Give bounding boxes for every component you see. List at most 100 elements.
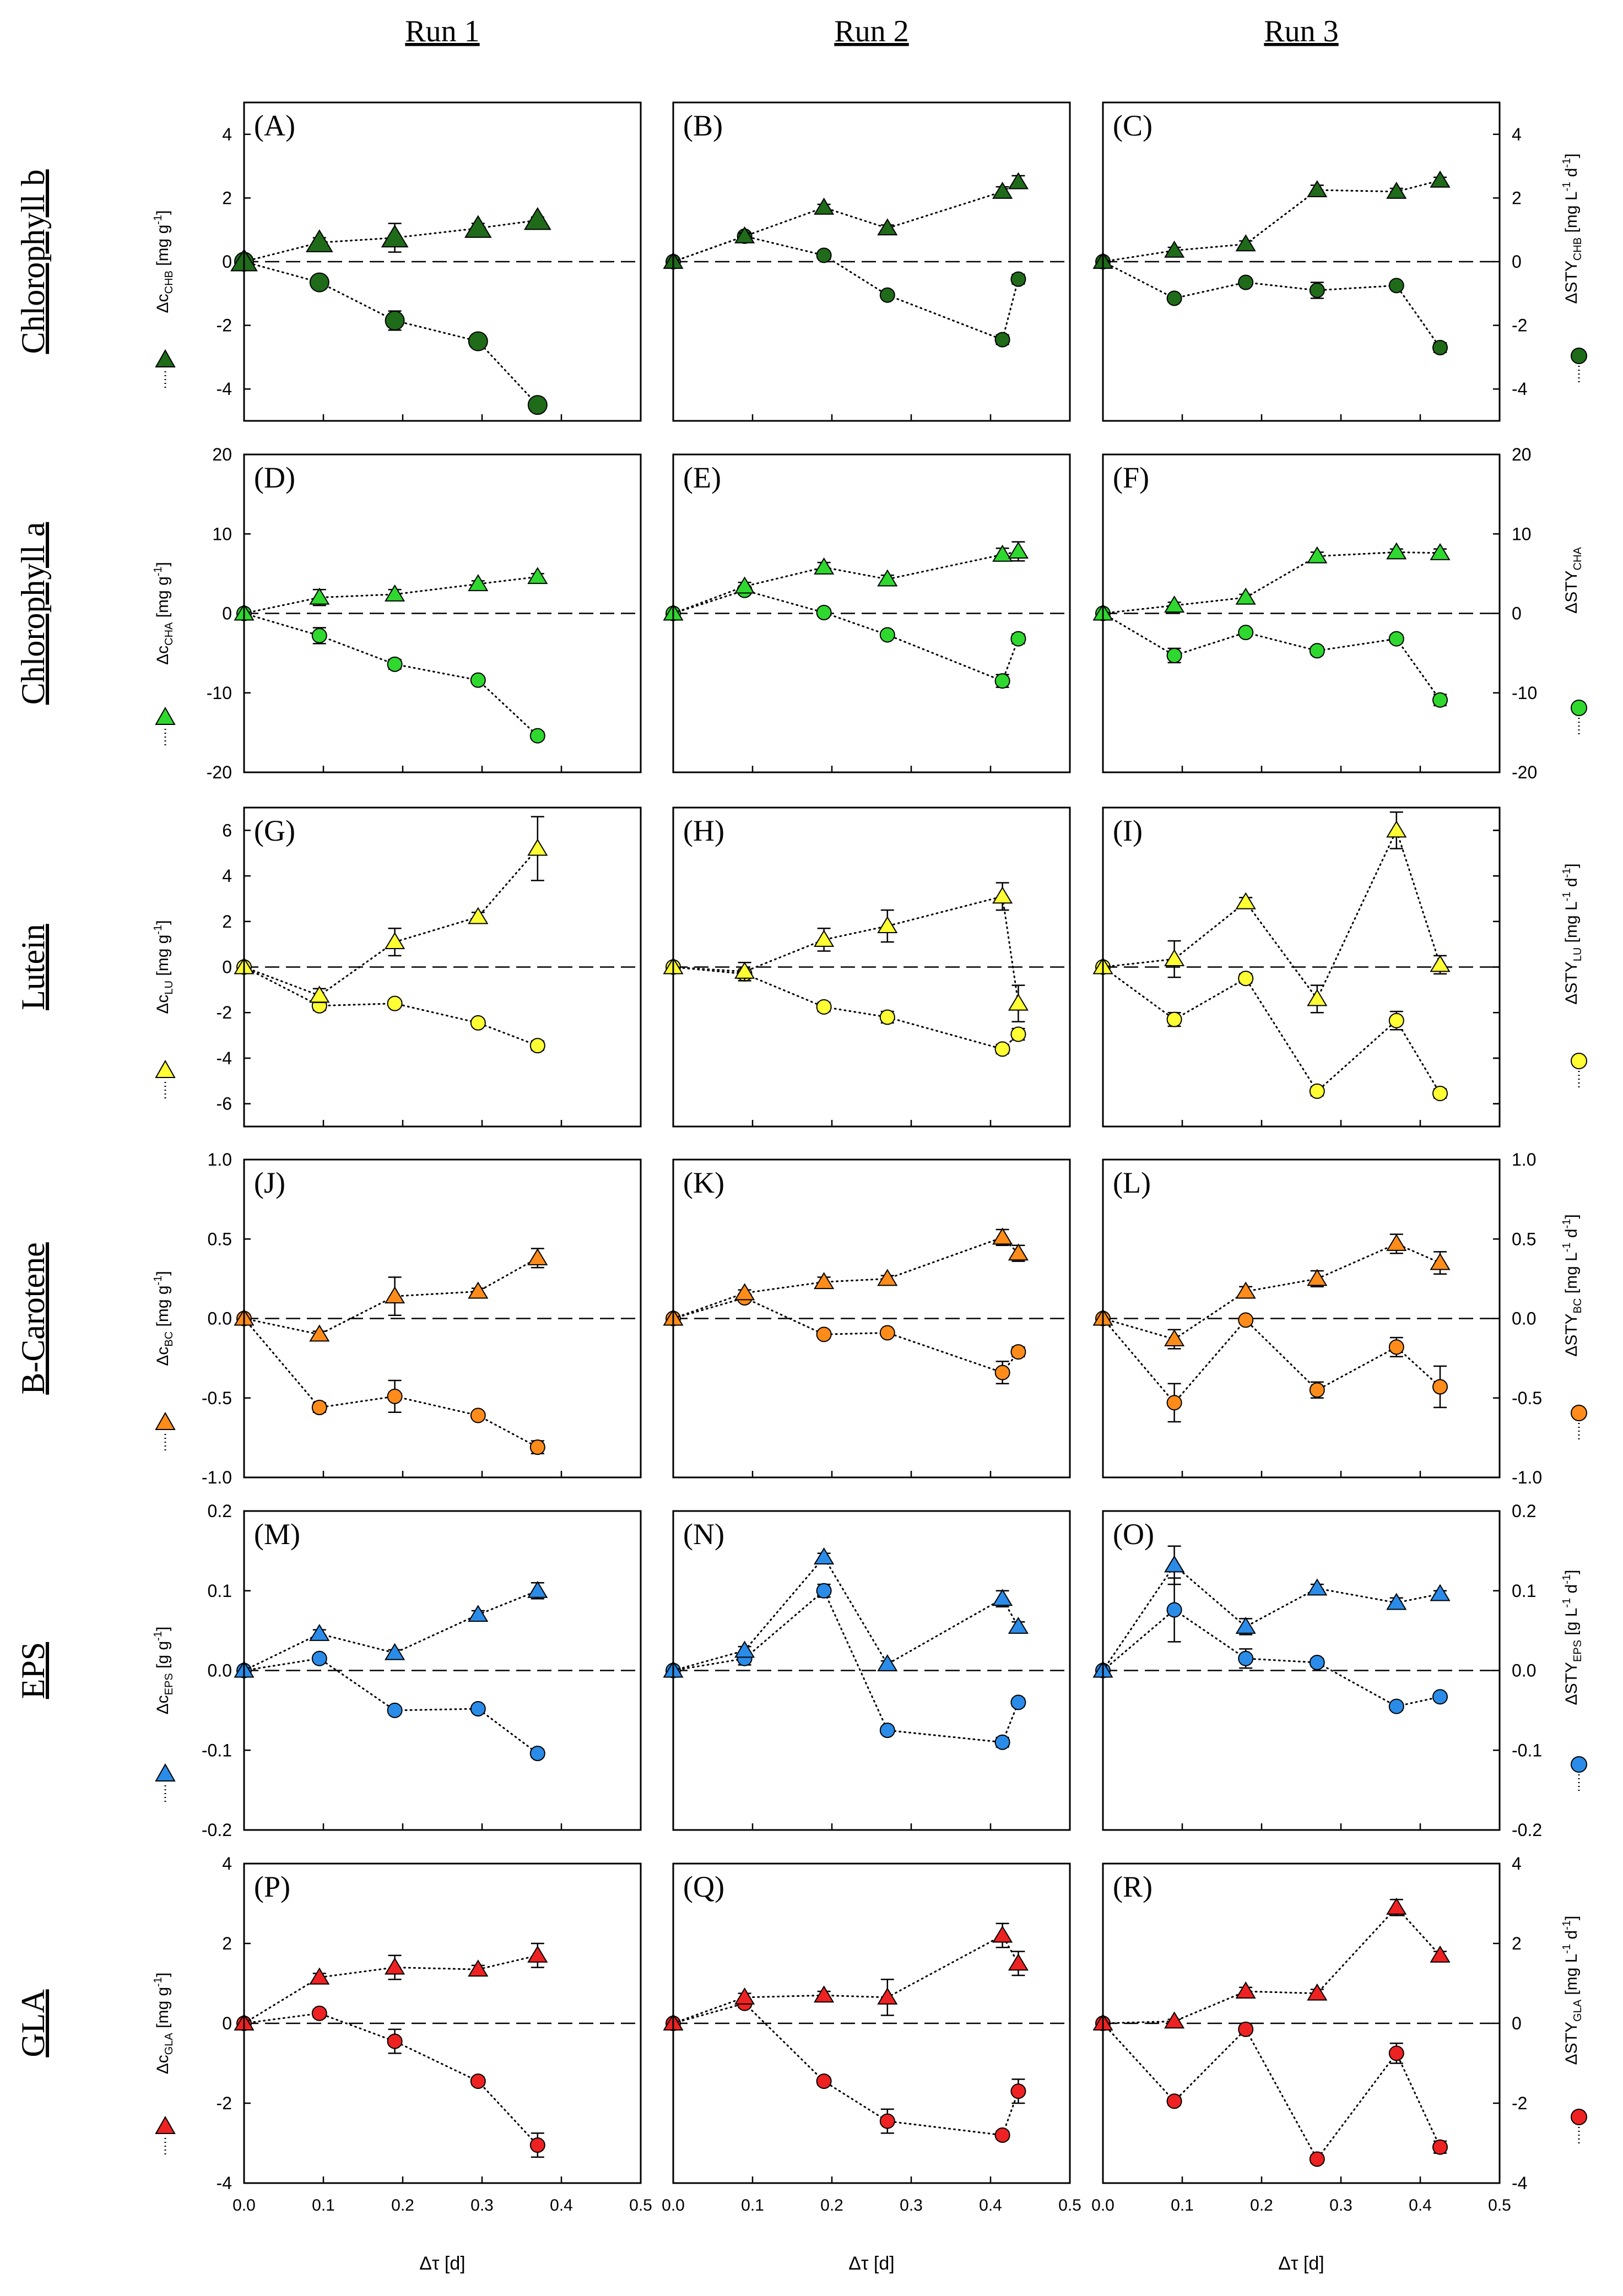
triangle-point [1235,234,1256,252]
y-tick-label: -1.0 [202,1468,232,1487]
triangle-point [309,1967,330,1985]
y-tick-label: -10 [1512,683,1537,703]
y-tick-label: 0.2 [208,1501,232,1521]
circle-point [1432,2139,1448,2155]
panel-frame [243,1862,642,2184]
circle-point [529,1746,545,1762]
x-tick-label: 0.2 [820,2196,843,2214]
right-axis-label: ΔSTYBC [mg L-1 d-1] [1561,1214,1584,1357]
circle-point [816,605,832,621]
circle-point [470,672,486,688]
panel-label: (E) [683,461,721,494]
triangle-series-line [1102,828,1441,1001]
y-tick-label: 4 [1512,1854,1522,1873]
circle-point [994,332,1010,348]
circle-point [529,1038,545,1054]
y-tick-label: 0 [1512,252,1522,272]
y-tick-label: 20 [212,445,232,464]
row-label: GLA [15,1989,51,2057]
circle-point [1432,1086,1448,1102]
triangle-point [385,1286,405,1304]
triangle-series-line [672,1556,1019,1671]
circle-point [1238,971,1254,987]
circle-point [385,310,405,331]
x-tick-label: 0.5 [1488,2196,1511,2214]
triangle-point [1430,955,1451,972]
panel-frame [672,1862,1071,2184]
triangle-series-line [672,181,1019,263]
x-tick-label: 0.4 [550,2196,573,2214]
legend-triangle-marker [155,1059,176,1078]
panel-label: (G) [254,814,295,847]
legend-circle-marker [1571,1756,1587,1773]
x-axis-label: Δτ [d] [1278,2253,1324,2274]
triangle-point [527,567,548,584]
circle-series-line [1102,1318,1441,1404]
y-tick-label: -0.5 [202,1388,232,1408]
circle-point [1388,2045,1404,2061]
triangle-point [734,226,755,243]
triangle-point [1430,1584,1451,1601]
triangle-point [992,544,1013,562]
triangle-point [734,961,755,979]
circle-point [387,2033,403,2049]
triangle-point [1008,1243,1029,1261]
panel-label: (H) [683,814,724,847]
x-tick-label: 0.3 [1329,2196,1352,2214]
x-tick-label: 0.5 [1058,2196,1081,2214]
panel-frame [1102,453,1501,773]
circle-point [1238,1312,1254,1328]
y-tick-label: -0.2 [1512,1820,1542,1840]
triangle-point [468,1605,489,1622]
x-tick-label: 0.2 [391,2196,414,2214]
circle-point [470,1015,486,1031]
circle-point [470,1701,486,1716]
circle-point [1309,283,1325,299]
panel-label: (F) [1113,461,1149,494]
triangle-series-line [1102,551,1441,614]
y-tick-label: -20 [1512,762,1537,782]
panel-label: (I) [1113,814,1143,847]
triangle-point [1164,2011,1185,2029]
triangle-point [385,932,405,950]
circle-series-line [672,1297,1019,1374]
y-tick-label: 0.0 [1512,1661,1536,1681]
panel-c: -4 -2 0 2 4 (C) [1092,101,1527,422]
row-label: EPS [15,1642,51,1699]
triangle-point [1386,1593,1407,1610]
y-tick-label: -6 [217,1094,232,1114]
panel-frame [1102,1158,1501,1479]
y-tick-label: -0.1 [202,1740,232,1760]
circle-point [1010,1026,1026,1042]
triangle-point [1430,543,1451,560]
triangle-point [734,1283,755,1301]
triangle-point [527,1580,548,1598]
circle-point [311,627,327,643]
y-tick-label: -0.2 [202,1820,232,1840]
y-tick-label: -4 [1512,2173,1527,2193]
y-tick-label: -2 [217,2093,232,2113]
panel-frame [672,1510,1071,1831]
circle-point [879,2113,895,2129]
circle-point [311,1400,327,1416]
y-tick-label: 4 [222,1854,232,1873]
circle-point [1238,274,1254,290]
y-tick-label: 0 [1512,2013,1522,2033]
panel-frame [243,1158,642,1479]
triangle-point [877,1654,898,1671]
x-tick-label: 0.0 [1091,2196,1115,2214]
x-tick-label: 0.4 [979,2196,1002,2214]
triangle-point [877,1987,898,2005]
y-tick-label: 2 [1512,188,1522,208]
x-axis-label: Δτ [d] [848,2253,894,2274]
panel-m: -0.2 -0.1 0.0 0.1 0.2 (M) [202,1501,642,1840]
chart-row-lutein: Lutein ΔcLU [mg g-1] ΔSTYLU [mg L-1 d-1] -6… [15,806,1587,1128]
circle-point [879,1723,895,1739]
panel-label: (C) [1113,109,1153,142]
triangle-series-line [1102,1564,1441,1671]
column-headers: Run 1 Run 2 Run 3 [405,14,1338,48]
circle-point [1238,1650,1254,1666]
triangle-point [464,215,492,238]
circle-point [1166,290,1182,306]
